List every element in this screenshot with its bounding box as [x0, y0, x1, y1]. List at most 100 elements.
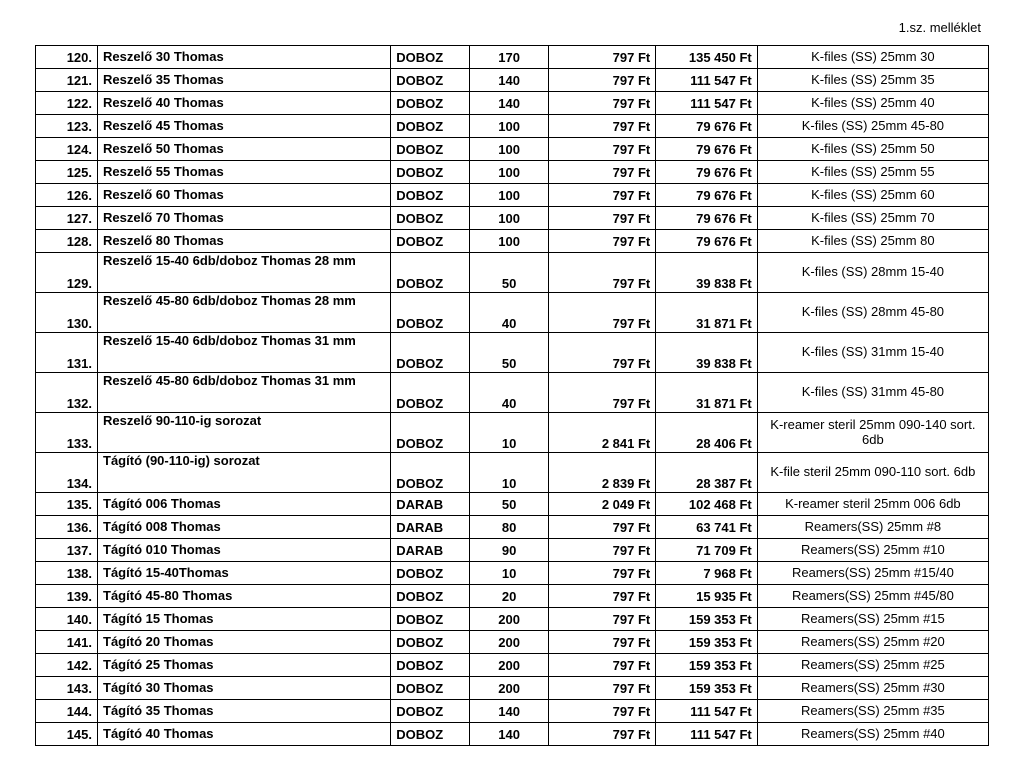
table-cell: 159 353 Ft [656, 631, 758, 654]
table-cell: Reamers(SS) 25mm #30 [757, 677, 988, 700]
table-cell: DARAB [391, 493, 470, 516]
table-cell: 10 [470, 453, 549, 493]
table-cell: Reamers(SS) 25mm #15 [757, 608, 988, 631]
table-cell: K-reamer steril 25mm 006 6db [757, 493, 988, 516]
table-cell: 142. [36, 654, 98, 677]
table-cell: 120. [36, 46, 98, 69]
table-cell: K-files (SS) 25mm 35 [757, 69, 988, 92]
table-row: 120.Reszelő 30 ThomasDOBOZ170797 Ft135 4… [36, 46, 989, 69]
table-cell: 137. [36, 539, 98, 562]
table-cell: 134. [36, 453, 98, 493]
table-cell: Reamers(SS) 25mm #25 [757, 654, 988, 677]
table-cell: K-files (SS) 31mm 45-80 [757, 373, 988, 413]
table-cell: 170 [470, 46, 549, 69]
table-cell: 80 [470, 516, 549, 539]
table-cell: 140 [470, 723, 549, 746]
table-cell: DOBOZ [391, 253, 470, 293]
table-cell: 31 871 Ft [656, 293, 758, 333]
table-cell: 79 676 Ft [656, 161, 758, 184]
table-cell: Tágító 006 Thomas [98, 493, 391, 516]
table-cell: 63 741 Ft [656, 516, 758, 539]
table-cell: 797 Ft [549, 207, 656, 230]
table-cell: 797 Ft [549, 585, 656, 608]
table-cell: Reszelő 45 Thomas [98, 115, 391, 138]
table-cell: 200 [470, 677, 549, 700]
table-cell: 797 Ft [549, 253, 656, 293]
table-cell: 111 547 Ft [656, 700, 758, 723]
table-cell: K-files (SS) 28mm 45-80 [757, 293, 988, 333]
table-cell: 100 [470, 161, 549, 184]
table-cell: 28 406 Ft [656, 413, 758, 453]
table-cell: DOBOZ [391, 562, 470, 585]
table-cell: 144. [36, 700, 98, 723]
table-cell: 136. [36, 516, 98, 539]
table-cell: DOBOZ [391, 413, 470, 453]
table-cell: Reszelő 70 Thomas [98, 207, 391, 230]
table-cell: Reszelő 30 Thomas [98, 46, 391, 69]
table-cell: 121. [36, 69, 98, 92]
table-cell: 797 Ft [549, 700, 656, 723]
table-row: 133.Reszelő 90-110-ig sorozatDOBOZ102 84… [36, 413, 989, 453]
table-cell: 31 871 Ft [656, 373, 758, 413]
table-cell: 797 Ft [549, 677, 656, 700]
table-cell: 797 Ft [549, 373, 656, 413]
table-cell: 79 676 Ft [656, 138, 758, 161]
table-cell: 797 Ft [549, 92, 656, 115]
table-cell: Reszelő 35 Thomas [98, 69, 391, 92]
table-row: 144.Tágító 35 ThomasDOBOZ140797 Ft111 54… [36, 700, 989, 723]
table-cell: 140 [470, 69, 549, 92]
table-cell: DOBOZ [391, 138, 470, 161]
table-cell: DOBOZ [391, 92, 470, 115]
table-cell: Reamers(SS) 25mm #10 [757, 539, 988, 562]
table-cell: 200 [470, 608, 549, 631]
table-cell: 123. [36, 115, 98, 138]
table-cell: 102 468 Ft [656, 493, 758, 516]
table-row: 138.Tágító 15-40ThomasDOBOZ10797 Ft7 968… [36, 562, 989, 585]
table-cell: Reamers(SS) 25mm #45/80 [757, 585, 988, 608]
table-row: 143.Tágító 30 ThomasDOBOZ200797 Ft159 35… [36, 677, 989, 700]
table-cell: 100 [470, 207, 549, 230]
table-cell: 7 968 Ft [656, 562, 758, 585]
table-cell: DOBOZ [391, 333, 470, 373]
table-row: 134.Tágító (90-110-ig) sorozatDOBOZ102 8… [36, 453, 989, 493]
table-cell: 797 Ft [549, 161, 656, 184]
table-cell: K-file steril 25mm 090-110 sort. 6db [757, 453, 988, 493]
table-cell: 124. [36, 138, 98, 161]
table-cell: Tágító 30 Thomas [98, 677, 391, 700]
table-cell: 79 676 Ft [656, 207, 758, 230]
table-row: 126.Reszelő 60 ThomasDOBOZ100797 Ft79 67… [36, 184, 989, 207]
table-cell: Reszelő 60 Thomas [98, 184, 391, 207]
table-row: 135.Tágító 006 ThomasDARAB502 049 Ft102 … [36, 493, 989, 516]
table-cell: Tágító (90-110-ig) sorozat [98, 453, 391, 493]
table-cell: 50 [470, 333, 549, 373]
table-cell: 200 [470, 631, 549, 654]
table-cell: 2 839 Ft [549, 453, 656, 493]
table-cell: 140 [470, 92, 549, 115]
table-cell: 797 Ft [549, 608, 656, 631]
table-cell: Reszelő 15-40 6db/doboz Thomas 28 mm [98, 253, 391, 293]
table-cell: 135 450 Ft [656, 46, 758, 69]
table-cell: 122. [36, 92, 98, 115]
table-cell: Reszelő 80 Thomas [98, 230, 391, 253]
table-cell: 126. [36, 184, 98, 207]
table-row: 122.Reszelő 40 ThomasDOBOZ140797 Ft111 5… [36, 92, 989, 115]
table-cell: 159 353 Ft [656, 677, 758, 700]
table-cell: 111 547 Ft [656, 92, 758, 115]
table-cell: 797 Ft [549, 115, 656, 138]
table-cell: 139. [36, 585, 98, 608]
table-cell: Reszelő 50 Thomas [98, 138, 391, 161]
table-cell: 2 841 Ft [549, 413, 656, 453]
table-cell: Reamers(SS) 25mm #35 [757, 700, 988, 723]
table-cell: 797 Ft [549, 230, 656, 253]
table-cell: K-files (SS) 25mm 30 [757, 46, 988, 69]
table-row: 137.Tágító 010 ThomasDARAB90797 Ft71 709… [36, 539, 989, 562]
table-cell: K-files (SS) 25mm 80 [757, 230, 988, 253]
table-cell: 100 [470, 230, 549, 253]
table-cell: Reamers(SS) 25mm #20 [757, 631, 988, 654]
table-cell: 10 [470, 413, 549, 453]
table-cell: 128. [36, 230, 98, 253]
table-cell: 90 [470, 539, 549, 562]
table-cell: Tágító 40 Thomas [98, 723, 391, 746]
table-cell: 100 [470, 184, 549, 207]
table-cell: DOBOZ [391, 69, 470, 92]
